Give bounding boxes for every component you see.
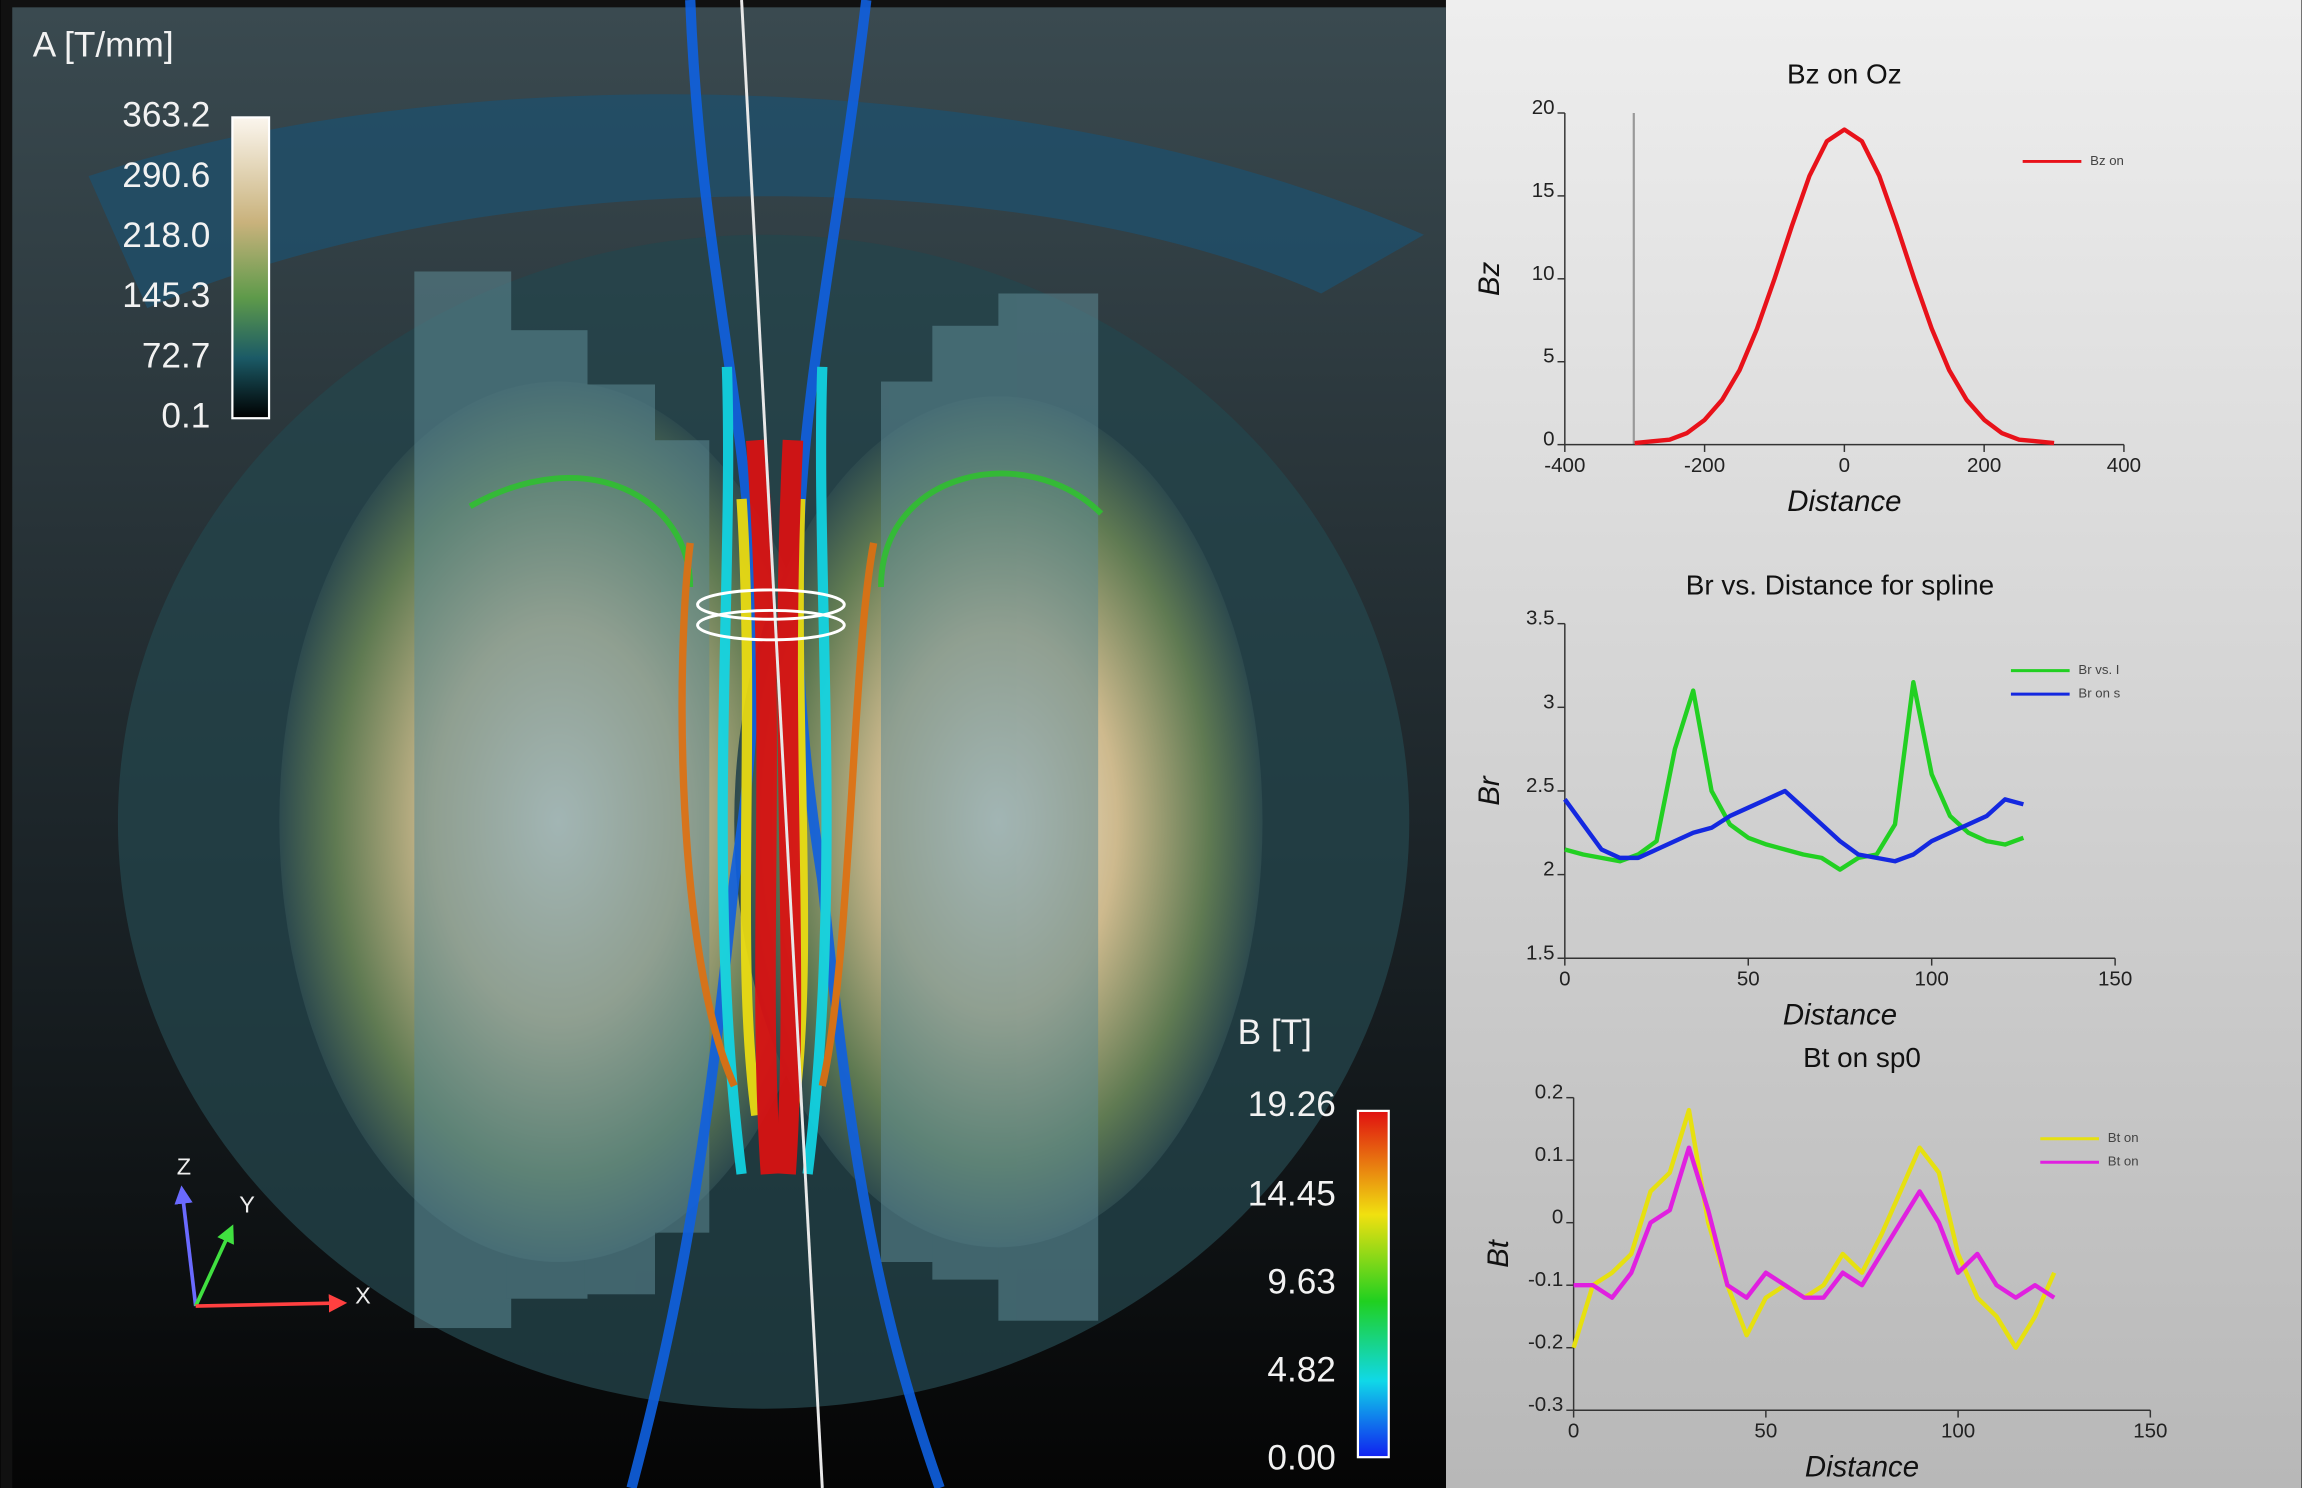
x-tick-label: 50 [1754, 1420, 1777, 1443]
y-tick-label: 0 [1543, 428, 1554, 451]
y-tick-label: -0.3 [1528, 1393, 1563, 1416]
x-tick-label: 0 [1568, 1420, 1579, 1443]
y-tick-label: -0.1 [1528, 1268, 1563, 1291]
y-tick-label: 15 [1532, 179, 1555, 202]
colorbar-label: 4.82 [1267, 1350, 1336, 1389]
y-axis-label: Bz [1473, 261, 1506, 296]
y-tick-label: 1.5 [1526, 941, 1555, 964]
colorbar [232, 117, 269, 418]
legend-label: Br vs. I [2078, 662, 2119, 677]
x-tick-label: 200 [1967, 454, 2001, 477]
colorbar-label: 145.3 [122, 276, 210, 315]
colorbar-label: 290.6 [122, 156, 210, 195]
screenshot: A [T/mm] B [T] Z Y X 363.2 290.6 218.0 145.… [0, 0, 2302, 1488]
colorbar-title: A [T/mm] [33, 25, 174, 64]
axis-name: Z [177, 1153, 191, 1179]
x-axis-label: Distance [1805, 1451, 1919, 1484]
x-axis-label: Distance [1783, 999, 1897, 1032]
x-tick-label: 150 [2098, 968, 2132, 991]
colorbar-label: 19.26 [1248, 1085, 1336, 1124]
colorbar-label: 72.7 [142, 336, 211, 375]
axis-name: X [355, 1282, 371, 1308]
y-tick-label: 10 [1532, 262, 1555, 285]
legend-label: Br on s [2078, 686, 2120, 701]
colorbar-label: 0.1 [161, 397, 210, 436]
x-tick-label: 0 [1559, 968, 1570, 991]
y-tick-label: 3.5 [1526, 607, 1555, 630]
y-tick-label: 0.1 [1535, 1143, 1564, 1166]
y-tick-label: 0.2 [1535, 1081, 1564, 1104]
chart-title: Bt on sp0 [1803, 1042, 1921, 1073]
y-axis-label: Bt [1482, 1238, 1515, 1268]
colorbar-label: 0.00 [1267, 1438, 1336, 1477]
x-tick-label: 100 [1941, 1420, 1975, 1443]
colorbar-label: 363.2 [122, 96, 210, 135]
x-tick-label: 150 [2133, 1420, 2167, 1443]
colorbar-label: 9.63 [1267, 1262, 1336, 1301]
x-tick-label: -400 [1544, 454, 1585, 477]
colorbar-label: 218.0 [122, 216, 210, 255]
y-tick-label: 2 [1543, 858, 1554, 881]
page: A [T/mm] B [T] Z Y X 363.2 290.6 218.0 145.… [0, 0, 2302, 1488]
y-axis-label: Br [1473, 775, 1506, 806]
colorbar-label: 14.45 [1248, 1174, 1336, 1213]
legend-label: Bz on [2090, 153, 2124, 168]
x-tick-label: 400 [2107, 454, 2141, 477]
chart-title: Br vs. Distance for spline [1686, 569, 1994, 600]
colorbar-title: B [T] [1238, 1013, 1312, 1052]
y-tick-label: 2.5 [1526, 774, 1555, 797]
x-tick-label: 0 [1839, 454, 1850, 477]
y-tick-label: 3 [1543, 690, 1554, 713]
x-axis-label: Distance [1787, 485, 1901, 518]
x-tick-label: -200 [1684, 454, 1725, 477]
legend-label: Bt on [2108, 1154, 2139, 1169]
x-tick-label: 100 [1915, 968, 1949, 991]
legend-label: Bt on [2108, 1130, 2139, 1145]
y-tick-label: 0 [1552, 1206, 1563, 1229]
3d-view [12, 0, 1446, 1488]
axis-name: Y [239, 1191, 255, 1217]
x-tick-label: 50 [1737, 968, 1760, 991]
y-tick-label: 20 [1532, 96, 1555, 119]
y-tick-label: 5 [1543, 345, 1554, 368]
chart-title: Bz on Oz [1787, 59, 1902, 90]
colorbar [1358, 1111, 1389, 1457]
y-tick-label: -0.2 [1528, 1331, 1563, 1354]
